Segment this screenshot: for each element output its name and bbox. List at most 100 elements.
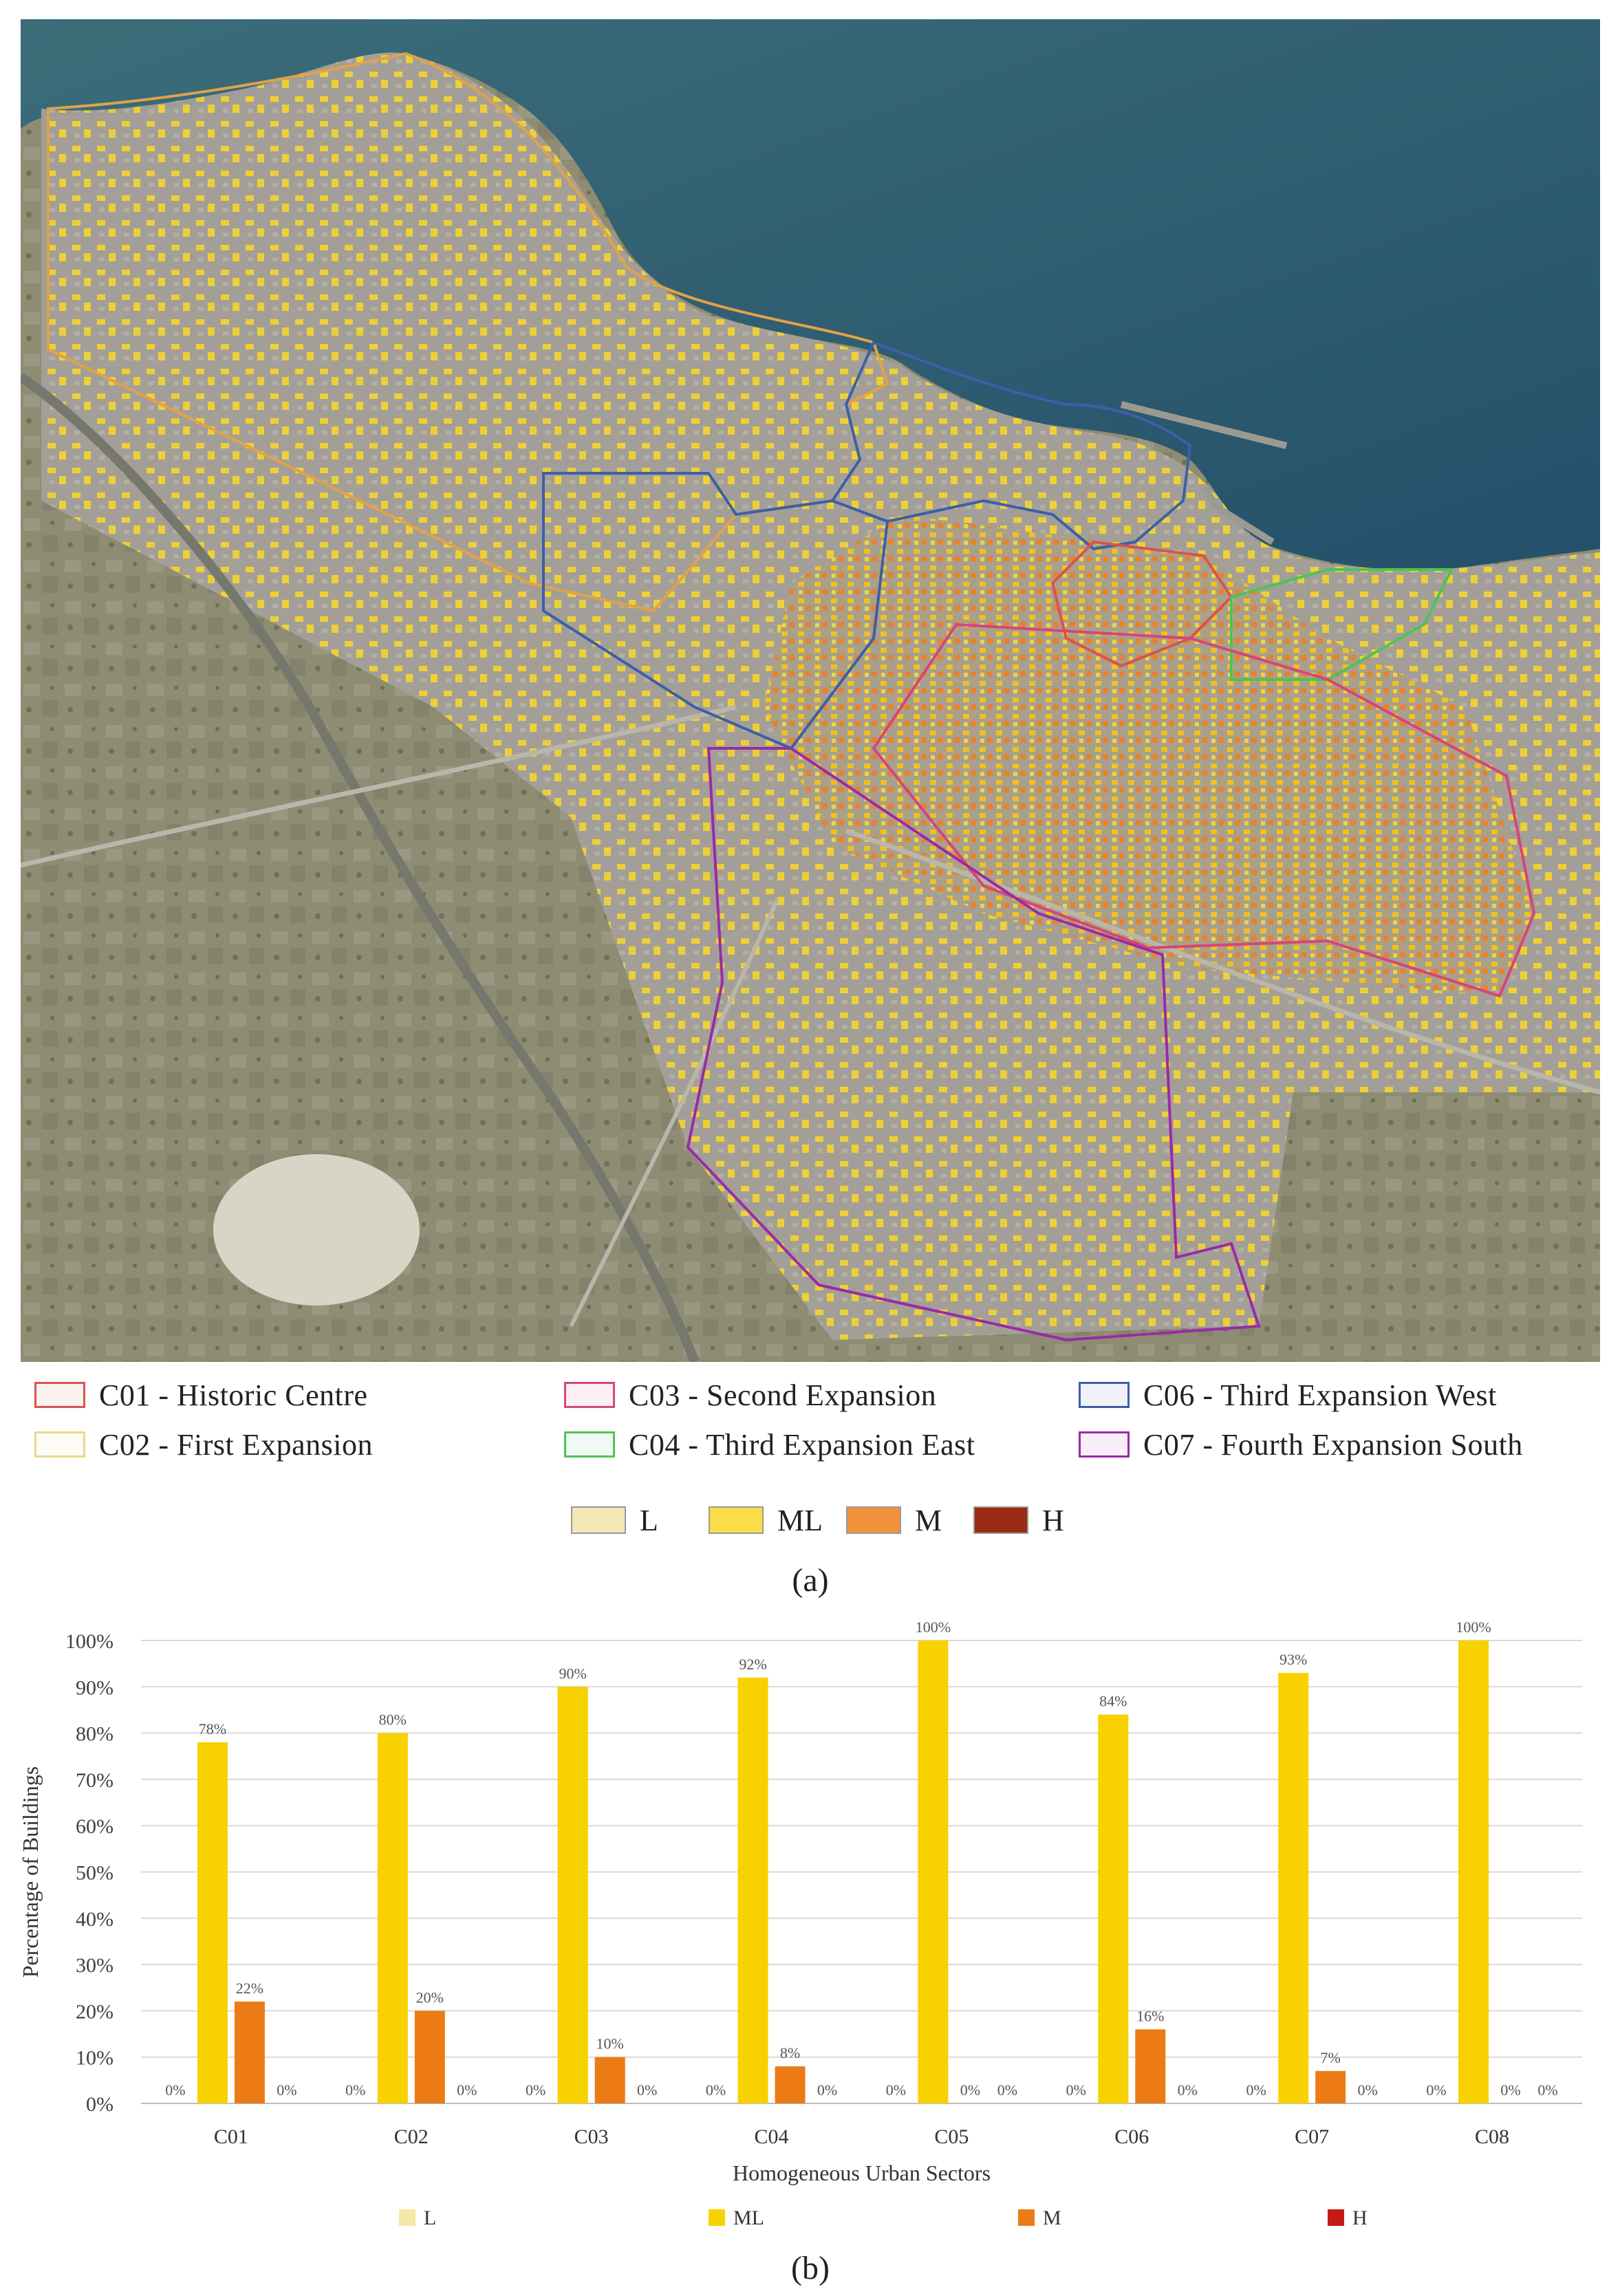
legend-item-c07: C07 - Fourth Expansion South bbox=[1079, 1427, 1523, 1462]
zone-c03-boundary bbox=[872, 622, 1536, 998]
class-legend-item-l: L bbox=[571, 1503, 658, 1537]
legend-swatch bbox=[1328, 2209, 1344, 2226]
data-label: 0% bbox=[1500, 2081, 1520, 2099]
x-tick-label: C04 bbox=[755, 2125, 789, 2148]
class-swatch-h bbox=[973, 1506, 1028, 1534]
legend-swatch bbox=[709, 2209, 725, 2226]
legend-label: ML bbox=[733, 2207, 764, 2229]
y-tick-label: 20% bbox=[76, 2000, 114, 2023]
legend-swatch-c07 bbox=[1079, 1431, 1130, 1458]
legend-swatch-c03 bbox=[564, 1382, 615, 1408]
bar bbox=[377, 1733, 408, 2103]
satellite-map bbox=[21, 19, 1600, 1362]
class-legend-item-h: H bbox=[973, 1503, 1064, 1537]
bar bbox=[918, 1640, 949, 2103]
y-tick-label: 50% bbox=[76, 1862, 114, 1885]
y-tick-label: 0% bbox=[86, 2093, 114, 2116]
caption-b: (b) bbox=[791, 2250, 830, 2286]
zone-c01-boundary bbox=[1050, 540, 1233, 668]
data-label: 0% bbox=[457, 2081, 477, 2099]
axis-layer: 0% 10% 20% 30% 40% 50% 60% 70% 80% 90% 100% 0% 78% 22… bbox=[18, 1618, 1558, 2185]
data-label: 0% bbox=[345, 2081, 365, 2099]
y-tick-label: 90% bbox=[76, 1676, 114, 1699]
data-label: 20% bbox=[416, 1989, 444, 2006]
bar bbox=[1098, 1714, 1129, 2103]
bar bbox=[594, 2057, 625, 2103]
harbour-pier bbox=[1120, 401, 1288, 449]
main-road bbox=[21, 704, 737, 868]
class-label-h: H bbox=[1042, 1503, 1064, 1537]
legend-label-c04: C04 - Third Expansion East bbox=[629, 1427, 975, 1462]
data-label: 0% bbox=[1426, 2081, 1446, 2099]
zone-legend: C01 - Historic Centre C02 - First Expans… bbox=[34, 1378, 1603, 1469]
bar bbox=[1315, 2070, 1346, 2103]
bar-chart-canvas: 0% 10% 20% 30% 40% 50% 60% 70% 80% 90% 100% 0% 78% 22… bbox=[18, 1618, 1582, 2229]
y-tick-label: 10% bbox=[76, 2047, 114, 2070]
class-label-ml: ML bbox=[777, 1503, 823, 1537]
data-label: 0% bbox=[960, 2081, 980, 2099]
bar bbox=[557, 1687, 588, 2103]
y-tick-label: 100% bbox=[65, 1630, 114, 1653]
data-label: 93% bbox=[1279, 1651, 1307, 1668]
data-label: 8% bbox=[780, 2044, 800, 2061]
class-label-l: L bbox=[640, 1503, 658, 1537]
zone-c06-west-boundary bbox=[542, 472, 889, 750]
bar bbox=[775, 2066, 806, 2103]
legend-swatch-c02 bbox=[34, 1431, 85, 1458]
legend-item-c06: C06 - Third Expansion West bbox=[1079, 1378, 1497, 1412]
data-label: 100% bbox=[916, 1618, 951, 1636]
zone-c04-boundary bbox=[1230, 568, 1454, 681]
dense-core-area bbox=[764, 515, 1534, 996]
class-legend-item-ml: ML bbox=[709, 1503, 823, 1537]
y-tick-label: 60% bbox=[76, 1815, 114, 1838]
data-label: 0% bbox=[817, 2081, 837, 2099]
bar bbox=[414, 2011, 445, 2103]
data-label: 84% bbox=[1099, 1693, 1127, 1710]
data-label: 100% bbox=[1456, 1618, 1491, 1636]
x-tick-label: C03 bbox=[574, 2125, 609, 2148]
caption-a: (a) bbox=[792, 1562, 829, 1599]
y-tick-label: 40% bbox=[76, 1908, 114, 1931]
legend-label-c03: C03 - Second Expansion bbox=[629, 1378, 937, 1412]
bar bbox=[1135, 2029, 1166, 2103]
legend-swatch bbox=[399, 2209, 415, 2226]
legend-item-c04: C04 - Third Expansion East bbox=[564, 1427, 975, 1462]
data-label: 22% bbox=[236, 1980, 263, 1997]
grid-layer bbox=[141, 1640, 1582, 2104]
legend-label-c01: C01 - Historic Centre bbox=[99, 1378, 368, 1412]
legend-swatch-c01 bbox=[34, 1382, 85, 1408]
data-label: 0% bbox=[1066, 2081, 1086, 2099]
data-label: 0% bbox=[1537, 2081, 1557, 2099]
data-label: 78% bbox=[199, 1720, 226, 1737]
zone-c06-boundary bbox=[830, 340, 1192, 551]
data-label: 0% bbox=[277, 2081, 296, 2099]
data-label: 90% bbox=[559, 1665, 587, 1682]
legend-label-c06: C06 - Third Expansion West bbox=[1143, 1378, 1497, 1412]
legend-item-c02: C02 - First Expansion bbox=[34, 1427, 373, 1462]
class-label-m: M bbox=[915, 1503, 942, 1537]
x-tick-label: C06 bbox=[1114, 2125, 1149, 2148]
x-tick-label: C01 bbox=[214, 2125, 248, 2148]
class-legend: L ML M H bbox=[571, 1503, 1190, 1537]
map-canvas bbox=[21, 19, 1600, 1362]
y-tick-label: 80% bbox=[76, 1723, 114, 1746]
harbour-pier bbox=[1200, 485, 1275, 545]
legend-item-c01: C01 - Historic Centre bbox=[34, 1378, 368, 1412]
x-tick-label: C08 bbox=[1475, 2125, 1509, 2148]
legend-swatch bbox=[1018, 2209, 1035, 2226]
legend-item-c03: C03 - Second Expansion bbox=[564, 1378, 937, 1412]
data-label: 0% bbox=[997, 2081, 1017, 2099]
legend-swatch-c06 bbox=[1079, 1382, 1130, 1408]
data-label: 0% bbox=[1358, 2081, 1378, 2099]
bar bbox=[234, 2001, 265, 2103]
data-label: 7% bbox=[1321, 2049, 1341, 2066]
data-label: 0% bbox=[886, 2081, 906, 2099]
legend-label-c02: C02 - First Expansion bbox=[99, 1427, 373, 1462]
x-tick-label: C02 bbox=[394, 2125, 429, 2148]
data-label: 16% bbox=[1136, 2007, 1164, 2024]
bar-chart: 0% 10% 20% 30% 40% 50% 60% 70% 80% 90% 100% 0% 78% 22… bbox=[0, 1603, 1620, 2242]
bar-layer bbox=[197, 1640, 1489, 2103]
legend-label-c07: C07 - Fourth Expansion South bbox=[1143, 1427, 1523, 1462]
main-road bbox=[845, 828, 1600, 1095]
data-label: 92% bbox=[739, 1656, 766, 1673]
